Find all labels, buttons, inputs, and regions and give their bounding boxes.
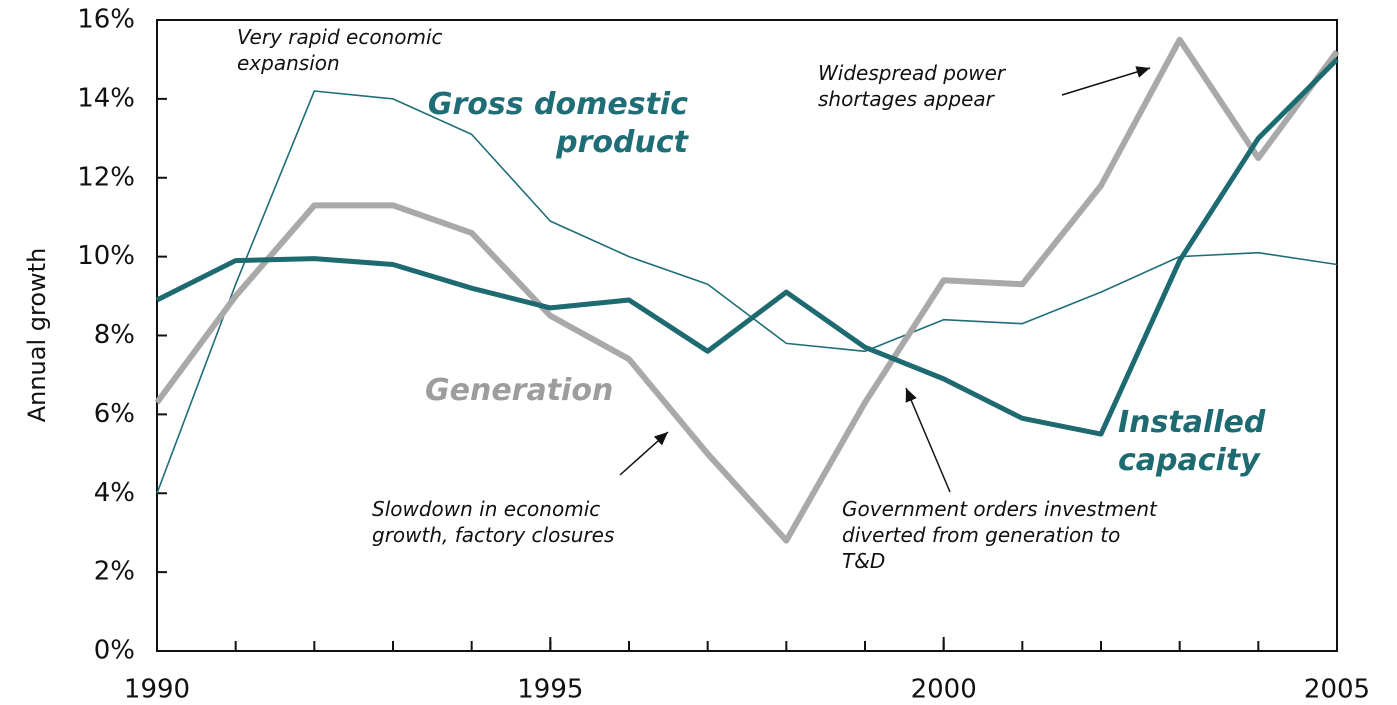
series-label: Gross domestic product xyxy=(427,87,688,160)
arrow xyxy=(905,387,951,493)
arrow xyxy=(619,431,669,476)
annotation: Government orders investment diverted fr… xyxy=(842,497,1157,573)
annotation: Very rapid economic expansion xyxy=(237,25,443,75)
y-tick-label: 6% xyxy=(94,399,135,429)
series-label: Installed capacity xyxy=(1118,405,1266,478)
y-tick-label: 8% xyxy=(94,320,135,350)
x-tick-label: 2005 xyxy=(1304,675,1370,705)
y-tick-label: 4% xyxy=(94,478,135,508)
y-tick-label: 14% xyxy=(77,83,135,113)
x-tick-label: 1990 xyxy=(124,675,190,705)
y-tick-label: 0% xyxy=(94,636,135,666)
series-line xyxy=(156,90,1338,494)
y-tick-label: 16% xyxy=(77,5,135,35)
series-label: Generation xyxy=(425,373,614,408)
annotation: Slowdown in economic growth, factory clo… xyxy=(372,497,615,547)
x-tick-label: 1995 xyxy=(517,675,583,705)
series-line xyxy=(154,36,1340,544)
series-line xyxy=(155,57,1339,437)
y-tick-label: 12% xyxy=(77,162,135,192)
y-axis-label: Annual growth xyxy=(23,248,51,423)
x-tick-label: 2000 xyxy=(911,675,977,705)
arrow xyxy=(1061,66,1151,96)
annotation: Widespread power shortages appear xyxy=(818,61,1006,111)
y-tick-label: 2% xyxy=(94,557,135,587)
y-tick-label: 10% xyxy=(77,241,135,271)
